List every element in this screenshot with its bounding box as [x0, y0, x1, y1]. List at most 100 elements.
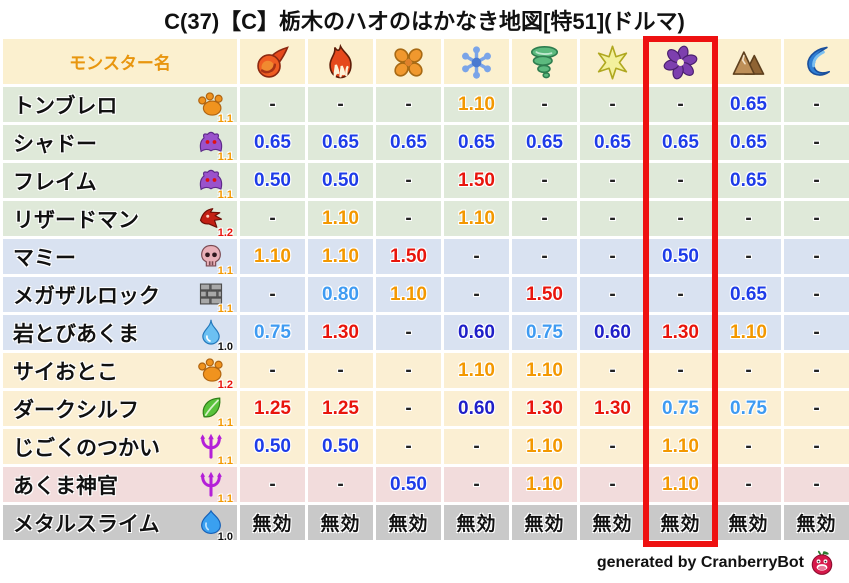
multiplier-cell: 1.50: [376, 239, 441, 274]
monster-row: フレイム 1.1 0.50 0.50-1.50- - -0.65-: [3, 163, 849, 201]
multiplier-cell: -: [512, 87, 577, 122]
multiplier-cell: -: [376, 201, 441, 236]
multiplier-cell: 0.65: [716, 87, 781, 122]
multiplier-cell: -: [716, 467, 781, 502]
monster-row: トンブレロ 1.1- - -1.10- - -0.65-: [3, 87, 849, 125]
monster-name-cell: トンブレロ 1.1: [3, 87, 237, 125]
multiplier-cell: 無効: [580, 505, 645, 540]
multiplier-cell: -: [784, 467, 849, 502]
multiplier-cell: 1.10: [308, 239, 373, 274]
multiplier-cell: 0.60: [444, 315, 509, 350]
monster-name: じごくのつかい: [13, 436, 160, 460]
multiplier-cell: 1.30: [580, 391, 645, 426]
monster-name: マミー: [13, 246, 76, 270]
multiplier-cell: -: [376, 391, 441, 426]
multiplier-cell: -: [240, 201, 305, 236]
demon-icon: 1.1: [197, 128, 233, 163]
multiplier-cell: 無効: [784, 505, 849, 540]
monster-row: 岩とびあくま 1.0 0.75 1.30-0.60 0.75 0.60 1.30 1.10-: [3, 315, 849, 353]
multiplier-cell: 1.10: [444, 353, 509, 388]
multiplier-cell: -: [784, 391, 849, 426]
multiplier-cell: 1.10: [716, 315, 781, 350]
multiplier-cell: 1.25: [308, 391, 373, 426]
multiplier-cell: 0.75: [512, 315, 577, 350]
magnification-badge: 1.1: [217, 150, 233, 163]
magnification-badge: 1.1: [217, 492, 233, 505]
monster-name-cell: ダークシルフ 1.1: [3, 391, 237, 429]
multiplier-cell: 1.10: [512, 429, 577, 464]
multiplier-cell: 1.50: [512, 277, 577, 312]
multiplier-cell: 1.10: [376, 277, 441, 312]
monster-name-cell: あくま神官 1.1: [3, 467, 237, 505]
multiplier-cell: -: [648, 353, 713, 388]
monster-row: シャドー 1.1 0.65 0.65 0.65 0.65 0.65 0.65 0.65 0.65-: [3, 125, 849, 163]
monster-name-cell: マミー 1.1: [3, 239, 237, 277]
monster-name-cell: フレイム 1.1: [3, 163, 237, 201]
monster-name-cell: じごくのつかい 1.1: [3, 429, 237, 467]
flame-icon: [308, 39, 373, 84]
multiplier-cell: 1.10: [648, 467, 713, 502]
demon-icon: 1.1: [197, 166, 233, 201]
multiplier-cell: -: [444, 429, 509, 464]
multiplier-cell: 1.30: [648, 315, 713, 350]
multiplier-cell: -: [240, 277, 305, 312]
multiplier-cell: -: [784, 87, 849, 122]
multiplier-cell: -: [648, 277, 713, 312]
monster-name: あくま神官: [13, 474, 118, 498]
monster-row: じごくのつかい 1.1 0.50 0.50- -1.10-1.10- -: [3, 429, 849, 467]
monster-name: シャドー: [13, 132, 97, 156]
dragon-icon: 1.2: [197, 204, 233, 239]
multiplier-cell: 1.30: [512, 391, 577, 426]
multiplier-cell: 0.50: [376, 467, 441, 502]
magnification-badge: 1.1: [217, 188, 233, 201]
multiplier-cell: -: [716, 239, 781, 274]
multiplier-cell: -: [784, 201, 849, 236]
trident-icon: 1.1: [197, 432, 233, 467]
monster-name: メタルスライム: [13, 512, 160, 536]
multiplier-cell: 0.65: [240, 125, 305, 160]
dark-pinwheel-icon: [648, 39, 713, 84]
monster-name-cell: シャドー 1.1: [3, 125, 237, 163]
multiplier-cell: -: [444, 467, 509, 502]
multiplier-cell: -: [240, 467, 305, 502]
multiplier-cell: 1.10: [444, 201, 509, 236]
multiplier-cell: 0.65: [580, 125, 645, 160]
burst-icon: [376, 39, 441, 84]
multiplier-cell: -: [580, 353, 645, 388]
multiplier-cell: -: [716, 353, 781, 388]
tornado-icon: [512, 39, 577, 84]
slime-icon: 1.0: [197, 508, 233, 543]
multiplier-cell: -: [648, 87, 713, 122]
multiplier-cell: -: [240, 353, 305, 388]
multiplier-cell: -: [376, 315, 441, 350]
multiplier-cell: -: [580, 277, 645, 312]
mountain-icon: [716, 39, 781, 84]
multiplier-cell: 0.75: [716, 391, 781, 426]
multiplier-cell: 1.30: [308, 315, 373, 350]
multiplier-cell: -: [308, 353, 373, 388]
monster-row: メガザルロック 1.1-0.80 1.10-1.50- -0.65-: [3, 277, 849, 315]
monster-row: サイおとこ 1.2- - -1.10 1.10- - - -: [3, 353, 849, 391]
multiplier-cell: -: [716, 201, 781, 236]
multiplier-cell: 0.65: [512, 125, 577, 160]
multiplier-cell: -: [784, 239, 849, 274]
waterdrop-icon: 1.0: [197, 318, 233, 353]
monster-name-cell: サイおとこ 1.2: [3, 353, 237, 391]
monster-name-cell: 岩とびあくま 1.0: [3, 315, 237, 353]
monster-row: メタルスライム 1.0 無効 無効 無効 無効 無効 無効 無効 無効 無効: [3, 505, 849, 543]
multiplier-cell: 0.65: [376, 125, 441, 160]
multiplier-cell: -: [716, 429, 781, 464]
credit-footer: generated by CranberryBot: [597, 550, 835, 576]
multiplier-cell: 0.80: [308, 277, 373, 312]
credit-text: generated by CranberryBot: [596, 554, 804, 571]
multiplier-cell: 0.60: [444, 391, 509, 426]
multiplier-cell: 無効: [240, 505, 305, 540]
page-title: C(37)【C】栃木のハオのはかなき地図[特51](ドルマ): [164, 9, 685, 34]
multiplier-cell: -: [580, 201, 645, 236]
monster-row: あくま神官 1.1- -0.50-1.10-1.10- -: [3, 467, 849, 505]
multiplier-cell: 0.50: [240, 163, 305, 198]
multiplier-cell: 1.10: [444, 87, 509, 122]
multiplier-cell: -: [512, 239, 577, 274]
resistance-table: モンスター名 トンブレロ 1.1- - -1.10- - -0.65- シャドー 1.1 0.6…: [0, 36, 849, 543]
multiplier-cell: 0.75: [648, 391, 713, 426]
